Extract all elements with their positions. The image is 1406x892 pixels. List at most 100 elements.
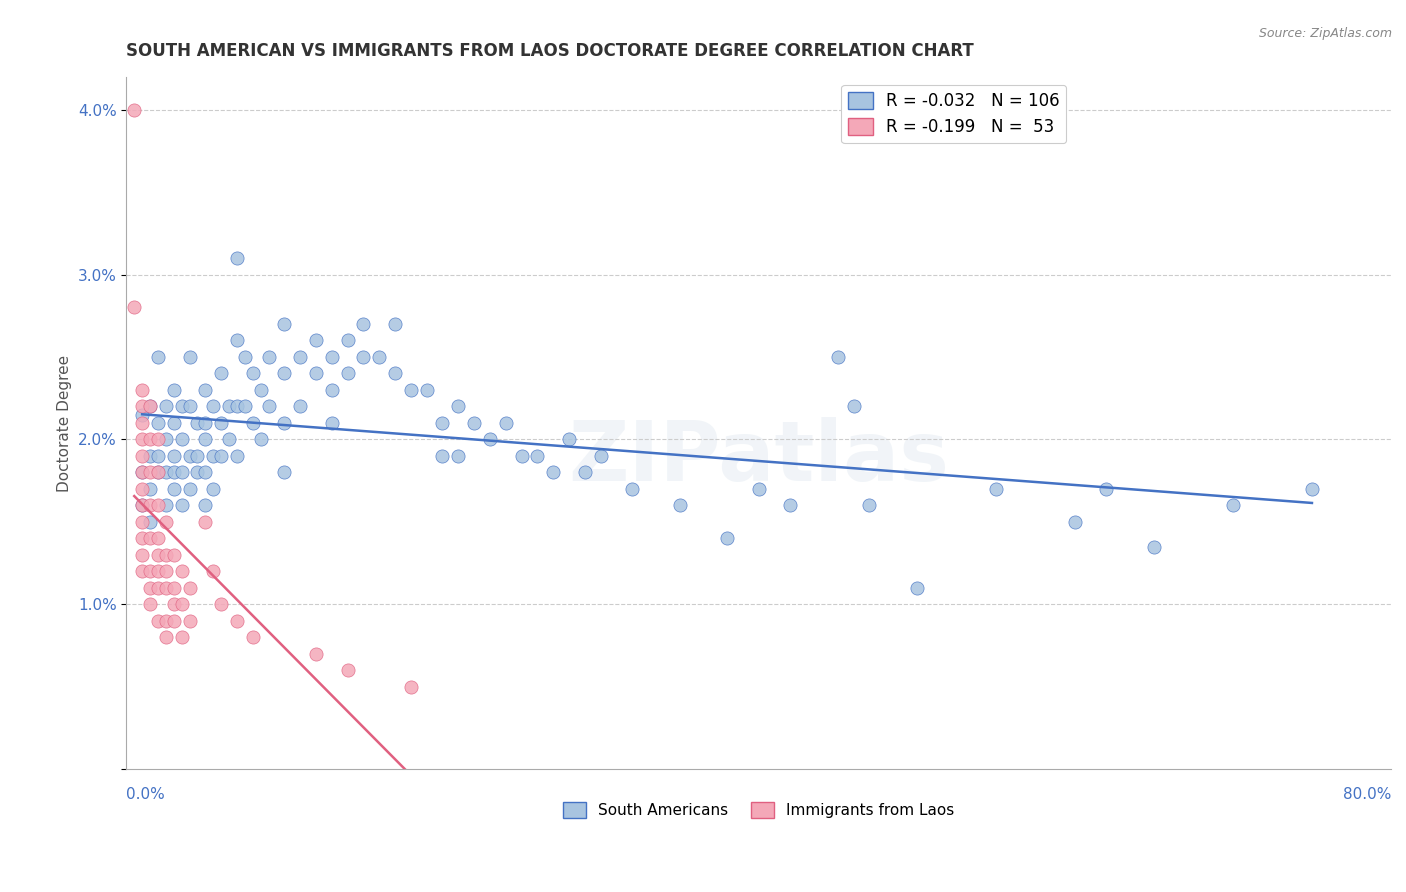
Point: [194, 433, 217, 447]
Point: [163, 548, 186, 562]
Point: [146, 548, 169, 562]
Point: [478, 433, 501, 447]
Point: [131, 383, 153, 397]
Point: [384, 317, 406, 331]
Point: [146, 581, 169, 595]
Point: [186, 466, 208, 480]
Point: [163, 598, 186, 612]
Point: [179, 482, 201, 496]
Point: [163, 581, 186, 595]
Point: [131, 499, 153, 513]
Point: [163, 383, 186, 397]
Point: [242, 367, 264, 381]
Point: [163, 482, 186, 496]
Point: [139, 400, 162, 414]
Point: [447, 400, 470, 414]
Point: [827, 350, 849, 364]
Point: [179, 400, 201, 414]
Point: [194, 466, 217, 480]
Point: [139, 482, 162, 496]
Point: [249, 433, 271, 447]
Point: [399, 383, 422, 397]
Point: [257, 350, 280, 364]
Point: [290, 400, 312, 414]
Point: [155, 614, 177, 628]
Point: [368, 350, 391, 364]
Point: [842, 400, 865, 414]
Point: [146, 416, 169, 430]
Point: [186, 416, 208, 430]
Point: [131, 433, 153, 447]
Point: [155, 631, 177, 645]
Point: [321, 383, 343, 397]
Point: [305, 367, 328, 381]
Point: [779, 499, 801, 513]
Point: [194, 499, 217, 513]
Point: [139, 565, 162, 579]
Point: [179, 581, 201, 595]
Point: [155, 581, 177, 595]
Point: [170, 400, 193, 414]
Point: [139, 433, 162, 447]
Point: [131, 408, 153, 422]
Point: [194, 383, 217, 397]
Point: [621, 482, 644, 496]
Point: [179, 614, 201, 628]
Point: [226, 400, 249, 414]
Point: [131, 548, 153, 562]
Point: [510, 449, 533, 463]
Point: [139, 598, 162, 612]
Point: [131, 515, 153, 529]
Point: [1301, 482, 1323, 496]
Point: [131, 400, 153, 414]
Point: [273, 317, 295, 331]
Point: [131, 482, 153, 496]
Point: [163, 466, 186, 480]
Point: [146, 565, 169, 579]
Point: [155, 548, 177, 562]
Point: [495, 416, 517, 430]
Point: [905, 581, 928, 595]
Point: [155, 515, 177, 529]
Point: [305, 647, 328, 661]
Point: [146, 466, 169, 480]
Point: [249, 383, 271, 397]
Point: [131, 449, 153, 463]
Point: [131, 532, 153, 546]
Point: [541, 466, 564, 480]
Point: [139, 515, 162, 529]
Point: [146, 532, 169, 546]
Point: [226, 251, 249, 265]
Y-axis label: Doctorate Degree: Doctorate Degree: [58, 354, 72, 491]
Point: [179, 449, 201, 463]
Point: [146, 466, 169, 480]
Point: [748, 482, 770, 496]
Point: [226, 614, 249, 628]
Point: [179, 350, 201, 364]
Point: [146, 499, 169, 513]
Point: [1063, 515, 1085, 529]
Text: ZIPatlas: ZIPatlas: [568, 417, 949, 498]
Point: [146, 614, 169, 628]
Point: [170, 499, 193, 513]
Point: [163, 449, 186, 463]
Point: [305, 334, 328, 348]
Point: [558, 433, 581, 447]
Point: [146, 449, 169, 463]
Point: [858, 499, 880, 513]
Point: [984, 482, 1007, 496]
Point: [1143, 540, 1166, 554]
Point: [155, 400, 177, 414]
Point: [399, 680, 422, 694]
Point: [242, 631, 264, 645]
Point: [146, 433, 169, 447]
Point: [186, 449, 208, 463]
Point: [202, 482, 225, 496]
Point: [131, 499, 153, 513]
Point: [336, 367, 359, 381]
Point: [202, 565, 225, 579]
Point: [336, 664, 359, 678]
Point: [321, 416, 343, 430]
Point: [202, 400, 225, 414]
Point: [170, 631, 193, 645]
